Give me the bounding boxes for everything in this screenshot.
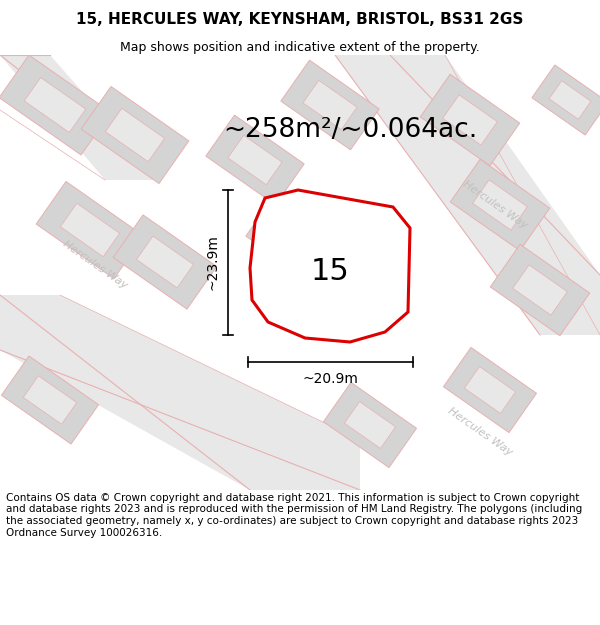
Polygon shape <box>206 115 304 205</box>
Polygon shape <box>24 78 86 132</box>
Polygon shape <box>61 203 119 257</box>
Polygon shape <box>246 195 344 285</box>
Text: Hercules Way: Hercules Way <box>461 179 529 231</box>
Text: Hercules Way: Hercules Way <box>61 239 129 291</box>
Polygon shape <box>532 65 600 135</box>
Polygon shape <box>420 74 520 166</box>
Text: 15: 15 <box>311 258 349 286</box>
Polygon shape <box>443 348 536 432</box>
Polygon shape <box>0 55 111 155</box>
Polygon shape <box>490 244 590 336</box>
Polygon shape <box>113 215 217 309</box>
Polygon shape <box>228 136 282 184</box>
Polygon shape <box>323 382 416 468</box>
Polygon shape <box>0 295 360 490</box>
Polygon shape <box>344 402 395 448</box>
Text: ~23.9m: ~23.9m <box>206 234 220 291</box>
Polygon shape <box>450 159 550 251</box>
Polygon shape <box>549 81 591 119</box>
Polygon shape <box>250 190 410 342</box>
Text: ~20.9m: ~20.9m <box>302 372 358 386</box>
Text: Map shows position and indicative extent of the property.: Map shows position and indicative extent… <box>120 41 480 54</box>
Polygon shape <box>81 86 189 184</box>
Polygon shape <box>303 81 357 129</box>
Polygon shape <box>443 95 497 145</box>
Polygon shape <box>335 55 600 335</box>
Polygon shape <box>281 60 379 150</box>
Text: Contains OS data © Crown copyright and database right 2021. This information is : Contains OS data © Crown copyright and d… <box>6 492 582 538</box>
Polygon shape <box>106 108 164 162</box>
Polygon shape <box>1 356 98 444</box>
Polygon shape <box>137 236 193 288</box>
Polygon shape <box>36 181 144 279</box>
Text: ~258m²/~0.064ac.: ~258m²/~0.064ac. <box>223 117 477 143</box>
Polygon shape <box>473 180 527 230</box>
Polygon shape <box>23 376 77 424</box>
Polygon shape <box>268 216 322 264</box>
Text: Hercules Way: Hercules Way <box>446 406 514 458</box>
Text: 15, HERCULES WAY, KEYNSHAM, BRISTOL, BS31 2GS: 15, HERCULES WAY, KEYNSHAM, BRISTOL, BS3… <box>76 12 524 27</box>
Polygon shape <box>0 55 160 180</box>
Polygon shape <box>512 265 568 315</box>
Polygon shape <box>464 367 515 413</box>
